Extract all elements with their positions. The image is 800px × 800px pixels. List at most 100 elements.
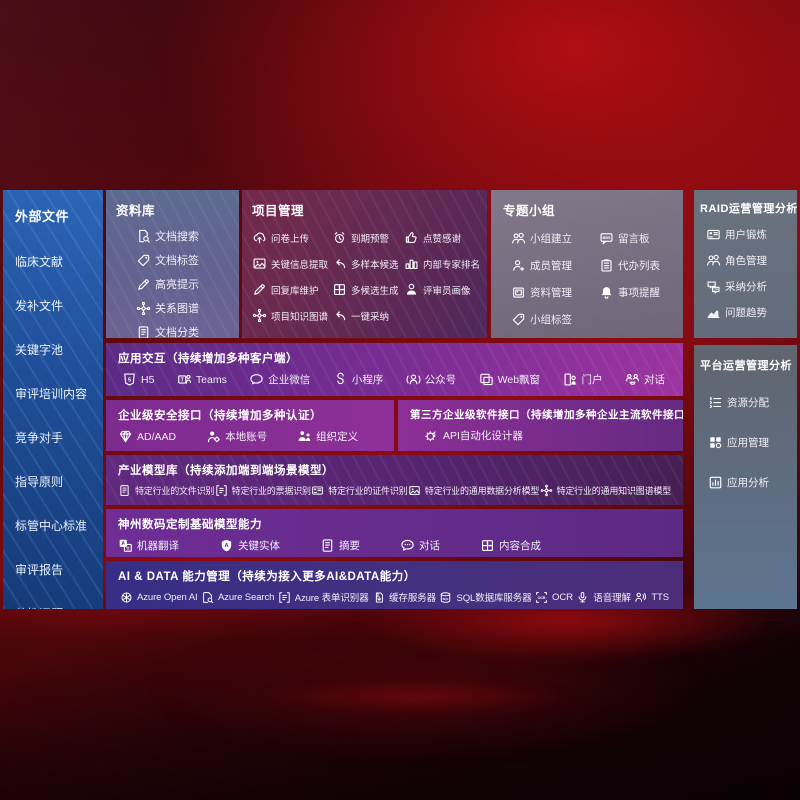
list-item[interactable]: SQL SQL数据库服务器 (439, 590, 532, 604)
item-label: 回复库维护 (271, 285, 319, 297)
sidebar-item[interactable]: 共性问题 (15, 605, 91, 609)
list-item[interactable]: QA 采纳分析 (706, 279, 791, 294)
list-item[interactable]: 多候选生成 (332, 282, 402, 297)
list-item[interactable]: 小程序 (333, 372, 383, 387)
list-item[interactable]: 文档标签 (136, 252, 229, 268)
background-glow (150, 620, 710, 760)
item-label: 特定行业的通用知识图谱模型 (556, 486, 672, 496)
item-label: 标管中心标准 (15, 519, 88, 533)
list-item[interactable]: 资料管理 (511, 285, 599, 300)
cert-recognition-icon (311, 484, 324, 497)
app-grid-icon (708, 435, 723, 450)
list-item[interactable]: 点赞感谢 (404, 230, 480, 245)
list-item[interactable]: 资源分配 (708, 395, 791, 410)
list-item[interactable]: TTS (634, 591, 669, 604)
sidebar-item[interactable]: 关键字池 (15, 341, 91, 358)
list-item[interactable]: 多样本候选 (332, 256, 402, 271)
item-label: 指导原则 (15, 475, 64, 489)
list-item[interactable]: 关键信息提取 (252, 256, 330, 271)
item-label: 关键字池 (15, 343, 64, 357)
list-item[interactable]: 摘要 (320, 538, 360, 553)
item-label: 高亮提示 (155, 279, 199, 291)
list-item[interactable]: 门户 (563, 372, 603, 387)
item-label: 小组标签 (530, 314, 572, 326)
list-item[interactable]: 高亮提示 (136, 276, 229, 292)
list-item[interactable]: A 关键实体 (219, 538, 280, 553)
list-item[interactable]: 特定行业的通用知识图谱模型 (540, 484, 671, 497)
list-item[interactable]: 项目知识图谱 (252, 308, 330, 323)
list-item[interactable]: 本地账号 (206, 429, 267, 444)
list-item[interactable]: 5 H5 (122, 372, 154, 387)
item-label: OCR (552, 591, 573, 603)
item-label: Azure Open AI (137, 591, 198, 603)
list-item[interactable]: 对话 (400, 538, 440, 553)
list-item[interactable]: 问题趋势 (706, 305, 791, 320)
list-item[interactable]: 企业微信 (249, 372, 310, 387)
sidebar-item[interactable]: 竞争对手 (15, 429, 91, 446)
list-item[interactable]: 公众号 (406, 372, 456, 387)
list-item[interactable]: 语音理解 (576, 590, 631, 604)
list-item[interactable]: 关系图谱 (136, 300, 229, 316)
item-label: 缓存服务器 (389, 593, 437, 604)
item-label: 内部专家排名 (423, 259, 481, 271)
reviewer-profile-icon (404, 282, 419, 297)
list-item[interactable]: 文档搜索 (136, 228, 229, 244)
list-item[interactable]: 事项提醒 (599, 285, 671, 300)
list-item[interactable]: 问卷上传 (252, 230, 330, 245)
file-recognition-icon (118, 484, 131, 497)
list-item[interactable]: 应用分析 (708, 475, 791, 490)
list-item[interactable]: AD/AAD (118, 429, 176, 444)
item-label: H5 (141, 373, 155, 386)
list-item[interactable]: 成员管理 (511, 258, 599, 273)
list-item[interactable]: 缓存服务器 (372, 590, 436, 604)
list-item[interactable]: Azure Open AI (120, 591, 198, 604)
list-item[interactable]: 内容合成 (480, 538, 541, 553)
list-item[interactable]: 内部专家排名 (404, 256, 480, 271)
sidebar-item[interactable]: 标管中心标准 (15, 517, 91, 534)
list-item[interactable]: BBS 留言板 (599, 231, 671, 246)
list-item[interactable]: 特定行业的证件识别 (311, 484, 408, 497)
relation-graph-icon (136, 301, 151, 316)
list-item[interactable]: 小组建立 (511, 231, 599, 246)
list-item[interactable]: Web飘窗 (479, 372, 540, 387)
item-label: TTS (651, 591, 669, 603)
panel-title: 专题小组 (503, 204, 556, 218)
list-item[interactable]: 代办列表 (599, 258, 671, 273)
list-item[interactable]: 文档分类 (136, 324, 229, 338)
item-label: 语音理解 (593, 593, 631, 604)
list-item[interactable]: 特定行业的通用数据分析模型 (408, 484, 539, 497)
trend-chart-icon (706, 305, 721, 320)
list-item[interactable]: 角色管理 (706, 253, 791, 268)
item-label: 关系图谱 (155, 303, 199, 315)
list-item[interactable]: 一键采纳 (332, 308, 402, 323)
list-item[interactable]: 组织定义 (297, 429, 358, 444)
list-item[interactable]: 回复库维护 (252, 282, 330, 297)
list-item[interactable]: 特定行业的文件识别 (118, 484, 214, 497)
list-item[interactable]: OCR OCR (535, 591, 573, 604)
item-label: 特定行业的票据识别 (231, 486, 311, 496)
item-label: 特定行业的文件识别 (135, 486, 215, 496)
sidebar-item[interactable]: 指导原则 (15, 473, 91, 490)
list-item[interactable]: Azure 表单识别器 (278, 590, 369, 604)
group-tag-icon (511, 312, 526, 327)
list-item[interactable]: 小组标签 (511, 312, 599, 327)
list-item[interactable]: 评审员画像 (404, 282, 480, 297)
sidebar-item[interactable]: 审评培训内容 (15, 385, 91, 402)
list-item[interactable]: 到期预警 (332, 230, 402, 245)
sidebar-item[interactable]: 临床文献 (15, 253, 91, 270)
bill-recognition-icon (215, 484, 228, 497)
list-item[interactable]: A 文机器翻译 (118, 538, 179, 553)
item-label: 资源分配 (727, 397, 769, 409)
list-item[interactable]: 对话 (625, 372, 665, 387)
sidebar-item[interactable]: 审评报告 (15, 561, 91, 578)
item-label: 特定行业的证件识别 (328, 486, 408, 496)
list-item[interactable]: 应用管理 (708, 435, 791, 450)
list-item[interactable]: API自动化设计器 (424, 428, 523, 443)
sidebar-item[interactable]: 发补文件 (15, 297, 91, 314)
portal-icon (563, 372, 578, 387)
list-item[interactable]: 用户锻炼 (706, 227, 791, 242)
list-item[interactable]: T Teams (177, 372, 227, 387)
list-item[interactable]: 特定行业的票据识别 (215, 484, 311, 497)
qa-analysis-icon: QA (706, 279, 721, 294)
list-item[interactable]: Azure Search (201, 591, 274, 604)
